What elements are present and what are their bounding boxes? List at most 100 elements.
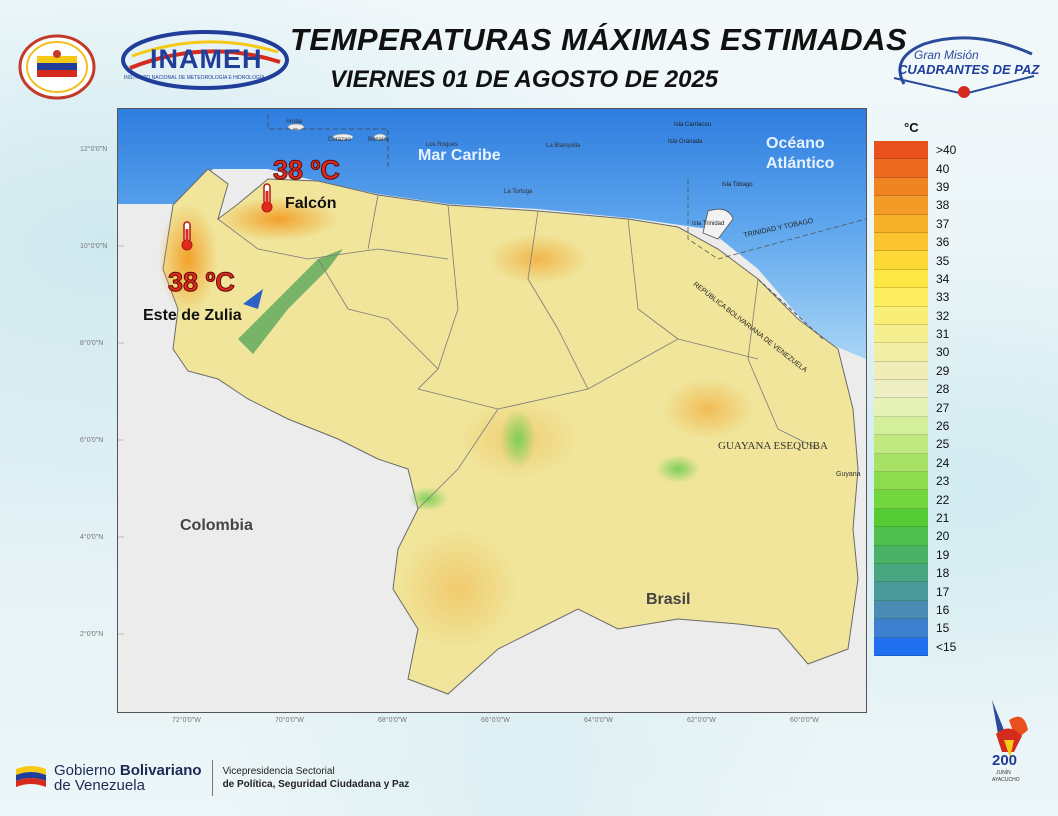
cuadrantes-de-paz-logo: Gran Misión CUADRANTES DE PAZ	[884, 28, 1044, 100]
legend-label: 37	[936, 216, 950, 231]
legend-swatch	[874, 527, 928, 546]
inameh-logo-subtext: INSTITUTO NACIONAL DE METEOROLOGÍA E HID…	[124, 75, 265, 81]
legend-swatch	[874, 416, 928, 436]
gov-name-a: Gobierno	[54, 762, 120, 779]
legend-swatch	[874, 214, 928, 233]
legend-entry: 25	[874, 435, 974, 454]
label-brasil: Brasil	[646, 591, 691, 608]
legend-entry: 37	[874, 214, 974, 233]
legend-label: 20	[936, 529, 950, 544]
legend-label: 16	[936, 602, 950, 617]
label-guayana-esequiba: GUAYANA ESEQUIBA	[718, 440, 828, 452]
legend-swatch	[874, 490, 928, 509]
legend-label: 27	[936, 400, 950, 415]
legend-label: 29	[936, 363, 950, 378]
legend-swatch	[874, 582, 928, 601]
gov-name-line2: de Venezuela	[54, 777, 145, 794]
longitude-label: 70°0'0"W	[275, 717, 304, 724]
legend-label: 22	[936, 492, 950, 507]
legend-swatch	[874, 251, 928, 270]
latitude-label: 10°0'0"N	[80, 243, 108, 250]
longitude-label: 60°0'0"W	[790, 717, 819, 724]
legend-entry: 19	[874, 545, 974, 564]
legend-swatch	[874, 380, 928, 399]
legend-entry: 16	[874, 600, 974, 620]
legend-entry: 18	[874, 563, 974, 583]
legend-entry: 40	[874, 159, 974, 178]
gov-name-b: Bolivariano	[119, 762, 202, 779]
legend-entry: 22	[874, 490, 974, 509]
legend-swatch	[874, 196, 928, 215]
logo-200-text: 200	[992, 752, 1018, 769]
legend-label: 24	[936, 455, 950, 470]
ministry-seal-logo	[18, 34, 96, 105]
legend-entry: 32	[874, 306, 974, 325]
label-isla-tobago: Isla Tobago	[722, 182, 753, 188]
legend-swatch	[874, 177, 928, 197]
legend-label: 33	[936, 290, 950, 305]
label-isla-carriacou: Isla Carriacou	[674, 122, 712, 128]
label-isla-trinidad: Isla Trinidad	[692, 221, 725, 227]
legend-entry: 38	[874, 196, 974, 215]
legend-label: <15	[936, 639, 957, 654]
legend-swatch	[874, 269, 928, 289]
longitude-label: 64°0'0"W	[584, 717, 613, 724]
legend-swatch	[874, 232, 928, 252]
legend-swatch	[874, 600, 928, 620]
legend-entry: 28	[874, 380, 974, 399]
legend-label: 15	[936, 621, 950, 636]
label-curazao: Curazao	[328, 137, 351, 143]
logo-junin-text: JUNÍN	[996, 770, 1011, 776]
inameh-logo: INAMEH INSTITUTO NACIONAL DE METEOROLOGÍ…	[120, 28, 290, 97]
legend-swatch	[874, 545, 928, 564]
legend-label: 26	[936, 419, 950, 434]
legend-entry: 15	[874, 619, 974, 638]
footer-government: Gobierno Bolivariano de Venezuela Vicepr…	[14, 760, 409, 796]
legend-label: 36	[936, 235, 950, 250]
longitude-label: 68°0'0"W	[378, 717, 407, 724]
label-isla-granada: Isla Granada	[668, 139, 703, 145]
legend-label: >40	[936, 143, 957, 158]
legend-entry: 24	[874, 453, 974, 473]
legend-entry: 30	[874, 343, 974, 362]
legend-entry: 31	[874, 324, 974, 344]
annotation-place-falcon: Falcón	[285, 195, 337, 212]
label-aruba: Aruba	[286, 119, 303, 125]
legend-label: 31	[936, 327, 950, 342]
footer-divider	[211, 760, 213, 796]
legend-swatch	[874, 435, 928, 454]
longitude-label: 72°0'0"W	[172, 717, 201, 724]
vice-line2: de Política, Seguridad Ciudadana y Paz	[222, 779, 410, 790]
temperature-legend: °C >40 40 39 38 37 36 35 34 33 32 31 30 29 28 27 26 25 24…	[874, 120, 974, 656]
map-canvas	[118, 109, 866, 712]
legend-swatch	[874, 324, 928, 344]
legend-entry: 36	[874, 232, 974, 252]
longitude-label: 62°0'0"W	[687, 717, 716, 724]
legend-entry: 29	[874, 361, 974, 381]
longitude-label: 66°0'0"W	[481, 717, 510, 724]
legend-label: 21	[936, 511, 950, 525]
label-mar-caribe: Mar Caribe	[418, 147, 501, 164]
legend-rows: >40 40 39 38 37 36 35 34 33 32 31 30 29 28 27 26 25 24 23 2…	[874, 141, 974, 656]
legend-entry: 23	[874, 472, 974, 491]
legend-swatch	[874, 398, 928, 417]
legend-entry: 21	[874, 508, 974, 528]
page-subtitle: VIERNES 01 DE AGOSTO DE 2025	[330, 66, 719, 93]
legend-label: 30	[936, 345, 950, 360]
annotation-place-zulia: Este de Zulia	[143, 307, 242, 324]
legend-swatch	[874, 343, 928, 362]
page-title: TEMPERATURAS MÁXIMAS ESTIMADAS	[290, 22, 908, 57]
legend-label: 23	[936, 474, 950, 489]
legend-swatch	[874, 472, 928, 491]
legend-entry: 17	[874, 582, 974, 601]
legend-entry: 33	[874, 288, 974, 307]
thermometer-icon	[181, 221, 193, 251]
legend-label: 34	[936, 271, 950, 286]
thermometer-icon	[261, 183, 273, 213]
annotation-temp-falcon: 38 ºC	[273, 155, 341, 186]
legend-label: 40	[936, 161, 950, 176]
legend-label: 39	[936, 179, 950, 194]
label-los-roques: Los Roques	[426, 142, 459, 148]
legend-swatch	[874, 453, 928, 473]
legend-label: 17	[936, 584, 950, 599]
